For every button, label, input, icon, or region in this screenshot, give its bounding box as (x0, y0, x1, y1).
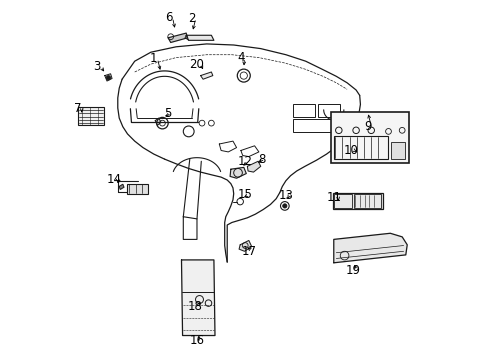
Text: 15: 15 (237, 188, 252, 201)
Polygon shape (181, 260, 215, 336)
Bar (78, 107, 104, 125)
Bar (317, 104, 339, 117)
Bar (332, 193, 382, 209)
Polygon shape (104, 74, 112, 81)
Polygon shape (247, 161, 260, 172)
Polygon shape (168, 33, 187, 42)
Text: 7: 7 (74, 102, 82, 115)
Text: 3: 3 (93, 60, 101, 73)
Text: 18: 18 (187, 300, 202, 313)
Circle shape (106, 76, 110, 80)
Text: 2: 2 (188, 12, 196, 24)
Bar (292, 119, 339, 132)
Text: 9: 9 (363, 120, 370, 132)
Text: 16: 16 (189, 334, 204, 347)
Polygon shape (239, 240, 251, 251)
Text: 13: 13 (278, 189, 293, 202)
Text: 6: 6 (165, 11, 172, 24)
Polygon shape (155, 118, 161, 125)
Bar (334, 136, 387, 159)
Polygon shape (333, 233, 407, 263)
Text: 4: 4 (237, 51, 244, 64)
Text: 10: 10 (343, 144, 357, 157)
Polygon shape (186, 35, 213, 40)
Polygon shape (200, 72, 212, 79)
Polygon shape (230, 167, 246, 178)
Text: 14: 14 (106, 173, 122, 186)
Bar (333, 194, 351, 208)
Text: 8: 8 (258, 153, 265, 166)
Polygon shape (119, 184, 123, 189)
Text: 12: 12 (237, 155, 252, 168)
Text: 11: 11 (326, 191, 341, 204)
Bar (292, 104, 315, 117)
Text: 17: 17 (241, 245, 256, 258)
Text: 5: 5 (164, 107, 171, 120)
Bar (127, 184, 148, 194)
Text: 1: 1 (150, 52, 157, 65)
Text: 19: 19 (345, 264, 360, 277)
Bar (353, 194, 380, 208)
Text: 20: 20 (189, 58, 204, 71)
Bar (330, 112, 408, 163)
Bar (390, 142, 404, 159)
Circle shape (282, 204, 286, 208)
